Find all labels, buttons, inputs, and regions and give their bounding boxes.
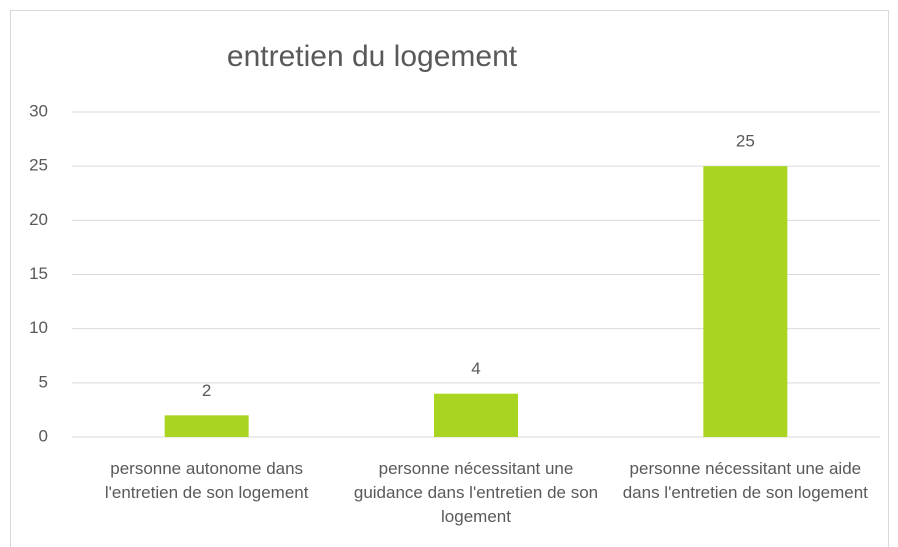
y-tick-label: 30: [29, 101, 48, 120]
bar: [434, 393, 518, 437]
bar: [703, 166, 788, 437]
x-tick-label: personne nécessitant une aide dans l'ent…: [622, 459, 868, 502]
data-label: 2: [202, 381, 211, 400]
data-label: 4: [471, 359, 480, 378]
y-tick-label: 10: [29, 318, 48, 337]
chart-title: entretien du logement: [227, 40, 518, 73]
chart-frame: [10, 10, 889, 547]
bar: [164, 415, 249, 437]
y-tick-label: 0: [39, 426, 48, 445]
x-tick-label: personne nécessitant une guidance dans l…: [353, 459, 599, 526]
x-tick-label: personne autonome dans l'entretien de so…: [104, 459, 309, 502]
y-tick-label: 5: [39, 372, 48, 391]
y-tick-label: 25: [29, 156, 48, 175]
y-tick-label: 15: [29, 264, 48, 283]
y-tick-label: 20: [29, 210, 48, 229]
data-label: 25: [736, 132, 755, 151]
